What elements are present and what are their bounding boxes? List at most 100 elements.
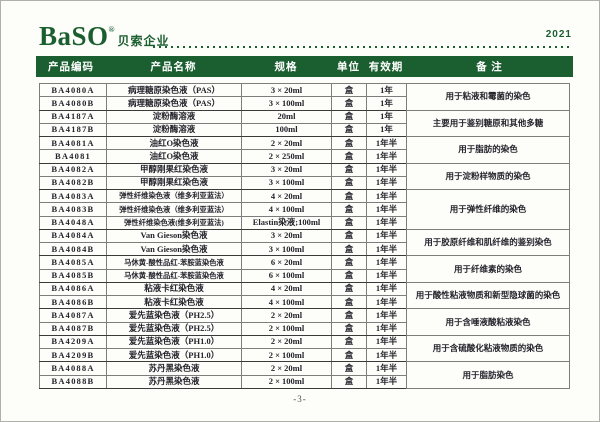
cell-validity: 1年 [366, 96, 407, 111]
cell-code: BA4083B [39, 202, 107, 217]
cell-name: 弹性纤维染色液(维多利亚蓝法) [106, 215, 242, 230]
cell-remark: 用于淀粉样物质的染色 [406, 162, 570, 190]
cell-validity: 1年半 [366, 374, 407, 389]
cell-name: 甲醇刚果红染色液 [106, 175, 242, 191]
cell-code: BA4187A [39, 109, 107, 124]
cell-spec: 3 × 20ml [241, 82, 332, 98]
cell-code: BA4187B [39, 122, 107, 138]
cell-validity: 1年 [366, 82, 407, 98]
cell-unit: 盒 [331, 268, 367, 283]
cell-unit: 盒 [331, 215, 367, 230]
cell-name: 淀粉酶溶液 [106, 122, 242, 138]
cell-name: 油红O染色液 [106, 135, 242, 151]
cell-unit: 盒 [331, 361, 367, 376]
cell-unit: 盒 [331, 281, 367, 297]
cell-spec: 3 × 100ml [241, 175, 332, 191]
cell-spec: 3 × 20ml [241, 162, 332, 177]
table-row: BA4048A 弹性纤维染色液(维多利亚蓝法) Elastin染液;100ml 盒 1年… [39, 215, 570, 230]
dotted-divider [153, 46, 573, 48]
cell-validity: 1年半 [366, 361, 407, 376]
cell-code: BA4209A [39, 334, 107, 350]
column-header-validity: 有效期 [368, 62, 404, 73]
cell-spec: 3 × 20ml [241, 228, 332, 244]
cell-name: 爱先蓝染色液（PH2.5） [106, 321, 242, 336]
cell-code: BA4081A [39, 135, 107, 151]
cell-code: BA4083A [39, 188, 107, 204]
cell-validity: 1年 [366, 122, 407, 138]
cell-validity: 1年半 [366, 334, 407, 350]
cell-spec: 20ml [241, 109, 332, 124]
cell-spec: 2 × 100ml [241, 321, 332, 336]
cell-code: BA4080B [39, 96, 107, 111]
table-row: BA4088A 苏丹黑染色液 2 × 20ml 盒 1年半 用于脂肪染色 [39, 361, 570, 389]
cell-unit: 盒 [331, 321, 367, 336]
cell-spec: 4 × 100ml [241, 202, 332, 217]
cell-remark: 用于含唾液酸粘液染色 [406, 308, 570, 336]
cell-spec: 6 × 100ml [241, 268, 332, 283]
cell-validity: 1年半 [366, 321, 407, 336]
cell-unit: 盒 [331, 175, 367, 191]
table-header-bar: 产品编码 产品名称 规格 单位 有效期 备 注 [36, 56, 573, 77]
registered-mark-icon: ® [108, 25, 115, 34]
table-row: BA4084A Van Gieson染色液 3 × 20ml 盒 1年半 用于胶原纤维和肌… [39, 228, 570, 257]
cell-code: BA4081 [39, 149, 107, 164]
cell-spec: 100ml [241, 122, 332, 138]
cell-name: Van Gieson染色液 [106, 228, 242, 244]
edition-year: 2021 [545, 29, 572, 40]
cell-unit: 盒 [331, 374, 367, 389]
cell-spec: 4 × 100ml [241, 294, 332, 310]
table-row: BA4082B 甲醇刚果红染色液 3 × 100ml 盒 1年半 [39, 175, 570, 191]
cell-spec: 2 × 250ml [241, 149, 332, 164]
cell-name: Van Gieson染色液 [106, 241, 242, 257]
cell-unit: 盒 [331, 294, 367, 310]
cell-code: BA4082B [39, 175, 107, 191]
cell-spec: 2 × 100ml [241, 374, 332, 389]
table-row: BA4085A 马休黄-酸性品红-苯胺蓝染色液 6 × 20ml 盒 1年半 用于纤维素的… [39, 255, 570, 283]
table-row: BA4088B 苏丹黑染色液 2 × 100ml 盒 1年半 [39, 374, 570, 389]
table-row: BA4209A 爱先蓝染色液（PH1.0） 2 × 20ml 盒 1年半 用于含硫酸化粘液… [39, 334, 570, 363]
cell-spec: 2 × 20ml [241, 308, 332, 323]
cell-validity: 1年半 [366, 294, 407, 310]
cell-name: 弹性纤维染色液（维多利亚蓝法） [106, 188, 242, 204]
column-header-name: 产品名称 [150, 62, 197, 73]
cell-validity: 1年半 [366, 268, 407, 283]
cell-validity: 1年半 [366, 228, 407, 244]
logo-wordmark: BaSO [39, 21, 109, 51]
cell-unit: 盒 [331, 162, 367, 177]
cell-validity: 1年半 [366, 241, 407, 257]
cell-name: 病理糖原染色液（PAS） [106, 82, 242, 98]
column-header-remark: 备 注 [476, 62, 503, 73]
cell-code: BA4086B [39, 294, 107, 310]
cell-unit: 盒 [331, 334, 367, 350]
product-table: BA4080A 病理糖原染色液（PAS） 3 × 20ml 盒 1年 用于粘液和霉菌的染色… [39, 82, 570, 389]
cell-validity: 1年半 [366, 175, 407, 191]
table-row: BA4086B 粘液卡红染色液 4 × 100ml 盒 1年半 [39, 294, 570, 310]
table-row: BA4082A 甲醇刚果红染色液 3 × 20ml 盒 1年半 用于淀粉样物质的染色 [39, 162, 570, 190]
cell-spec: 6 × 20ml [241, 255, 332, 270]
column-header-spec: 规格 [274, 62, 298, 73]
cell-unit: 盒 [331, 109, 367, 124]
cell-code: BA4080A [39, 82, 107, 98]
cell-unit: 盒 [331, 122, 367, 138]
cell-name: 病理糖原染色液（PAS） [106, 96, 242, 111]
cell-code: BA4085A [39, 255, 107, 270]
cell-validity: 1年半 [366, 202, 407, 217]
cell-validity: 1年半 [366, 255, 407, 270]
table-row: BA4081 油红O染色液 2 × 250ml 盒 1年半 [39, 149, 570, 164]
cell-code: BA4088A [39, 361, 107, 376]
cell-validity: 1年半 [366, 162, 407, 177]
cell-name: 淀粉酶溶液 [106, 109, 242, 124]
cell-validity: 1年半 [366, 308, 407, 323]
cell-spec: 4 × 20ml [241, 188, 332, 204]
cell-validity: 1年 [366, 109, 407, 124]
cell-name: 爱先蓝染色液（PH1.0） [106, 347, 242, 363]
cell-spec: Elastin染液;100ml [241, 215, 332, 230]
cell-unit: 盒 [331, 96, 367, 111]
cell-name: 弹性纤维染色液（维多利亚蓝法） [106, 202, 242, 217]
cell-remark: 用于含硫酸化粘液物质的染色 [406, 334, 570, 363]
cell-code: BA4209B [39, 347, 107, 363]
cell-remark: 用于弹性纤维的染色 [406, 189, 570, 230]
cell-unit: 盒 [331, 241, 367, 257]
cell-unit: 盒 [331, 308, 367, 323]
